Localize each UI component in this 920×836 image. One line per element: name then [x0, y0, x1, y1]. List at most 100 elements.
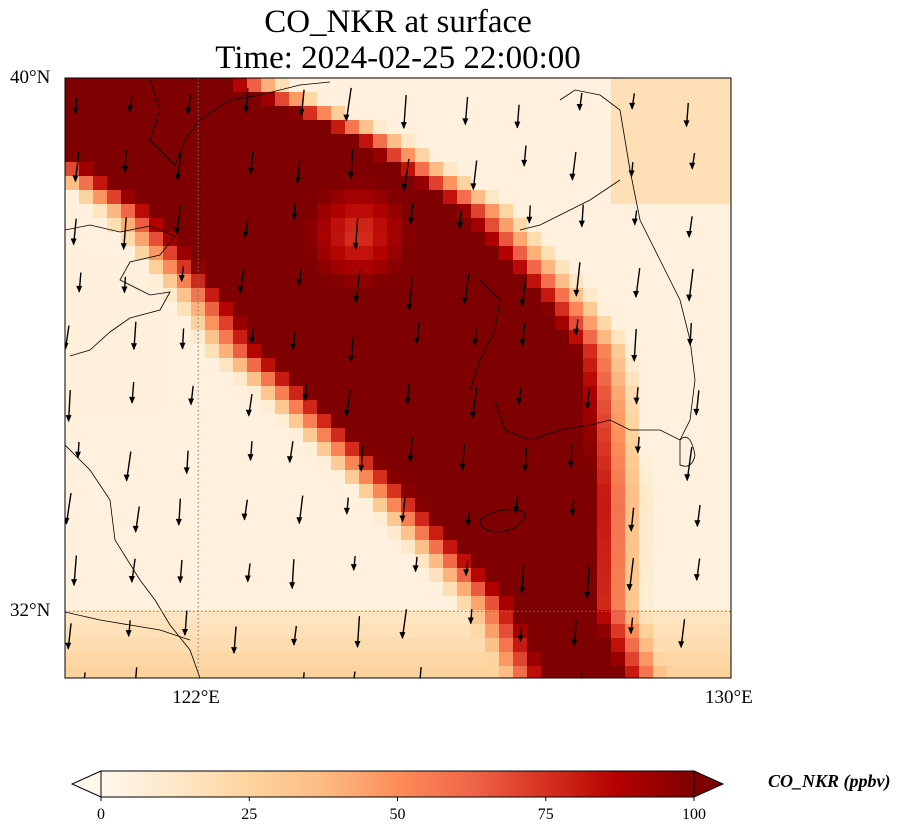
- field-cell: [625, 498, 640, 513]
- field-cell: [583, 78, 598, 93]
- field-cell: [65, 540, 80, 555]
- field-cell: [653, 302, 668, 317]
- field-cell: [429, 302, 444, 317]
- field-cell: [219, 666, 234, 678]
- field-cell: [359, 274, 374, 289]
- field-cell: [331, 652, 346, 667]
- field-cell: [555, 526, 570, 541]
- field-cell: [569, 344, 584, 359]
- field-cell: [667, 540, 682, 555]
- field-cell: [247, 484, 262, 499]
- field-cell: [541, 470, 556, 485]
- field-cell: [639, 232, 654, 247]
- field-cell: [499, 442, 514, 457]
- field-cell: [723, 330, 731, 345]
- field-cell: [149, 372, 164, 387]
- field-cell: [695, 106, 710, 121]
- field-cell: [653, 596, 668, 611]
- field-cell: [261, 92, 276, 107]
- field-cell: [373, 638, 388, 653]
- field-cell: [149, 414, 164, 429]
- field-cell: [219, 316, 234, 331]
- field-cell: [205, 428, 220, 443]
- field-cell: [639, 344, 654, 359]
- field-cell: [639, 568, 654, 583]
- field-cell: [485, 288, 500, 303]
- field-cell: [485, 134, 500, 149]
- field-cell: [121, 414, 136, 429]
- field-cell: [695, 330, 710, 345]
- field-cell: [373, 92, 388, 107]
- field-cell: [205, 400, 220, 415]
- field-cell: [555, 330, 570, 345]
- field-cell: [205, 134, 220, 149]
- field-cell: [709, 372, 724, 387]
- field-cell: [107, 372, 122, 387]
- field-cell: [65, 260, 80, 275]
- field-cell: [163, 246, 178, 261]
- wind-arrow: [584, 387, 591, 410]
- field-cell: [149, 484, 164, 499]
- field-cell: [667, 344, 682, 359]
- field-cell: [597, 428, 612, 443]
- field-cell: [79, 218, 94, 233]
- field-cell: [219, 302, 234, 317]
- field-cell: [205, 162, 220, 177]
- field-cell: [247, 428, 262, 443]
- field-cell: [247, 526, 262, 541]
- field-cell: [499, 456, 514, 471]
- field-cell: [359, 610, 374, 625]
- field-cell: [345, 526, 360, 541]
- field-cell: [667, 176, 682, 191]
- field-cell: [93, 106, 108, 121]
- field-cell: [513, 78, 528, 93]
- field-cell: [401, 526, 416, 541]
- field-cell: [317, 274, 332, 289]
- field-cell: [205, 246, 220, 261]
- field-cell: [415, 274, 430, 289]
- colorbar-tick-label: 100: [682, 806, 706, 823]
- field-cell: [261, 162, 276, 177]
- colorbar-tick-label: 0: [97, 806, 105, 823]
- field-cell: [205, 652, 220, 667]
- field-cell: [135, 232, 150, 247]
- field-cell: [149, 596, 164, 611]
- field-cell: [695, 78, 710, 93]
- field-cell: [205, 666, 220, 678]
- field-cell: [345, 512, 360, 527]
- field-cell: [247, 358, 262, 373]
- field-cell: [107, 386, 122, 401]
- field-cell: [149, 582, 164, 597]
- field-cell: [639, 582, 654, 597]
- field-cell: [597, 246, 612, 261]
- field-cell: [667, 302, 682, 317]
- field-cell: [289, 134, 304, 149]
- field-cell: [443, 484, 458, 499]
- field-cell: [639, 78, 654, 93]
- field-cell: [149, 442, 164, 457]
- field-cell: [541, 288, 556, 303]
- field-cell: [219, 610, 234, 625]
- field-cell: [387, 512, 402, 527]
- field-cell: [681, 554, 696, 569]
- field-cell: [387, 344, 402, 359]
- wind-arrow: [123, 451, 132, 482]
- field-cell: [107, 344, 122, 359]
- field-cell: [667, 484, 682, 499]
- field-cell: [149, 610, 164, 625]
- field-cell: [303, 190, 318, 205]
- field-cell: [485, 232, 500, 247]
- field-cell: [569, 134, 584, 149]
- field-cell: [219, 484, 234, 499]
- field-cell: [639, 372, 654, 387]
- field-cell: [625, 386, 640, 401]
- field-cell: [695, 344, 710, 359]
- field-cell: [569, 302, 584, 317]
- field-cell: [695, 442, 710, 457]
- field-cell: [471, 274, 486, 289]
- field-cell: [177, 218, 192, 233]
- field-cell: [387, 568, 402, 583]
- field-cell: [555, 582, 570, 597]
- field-cell: [275, 596, 290, 611]
- field-cell: [555, 288, 570, 303]
